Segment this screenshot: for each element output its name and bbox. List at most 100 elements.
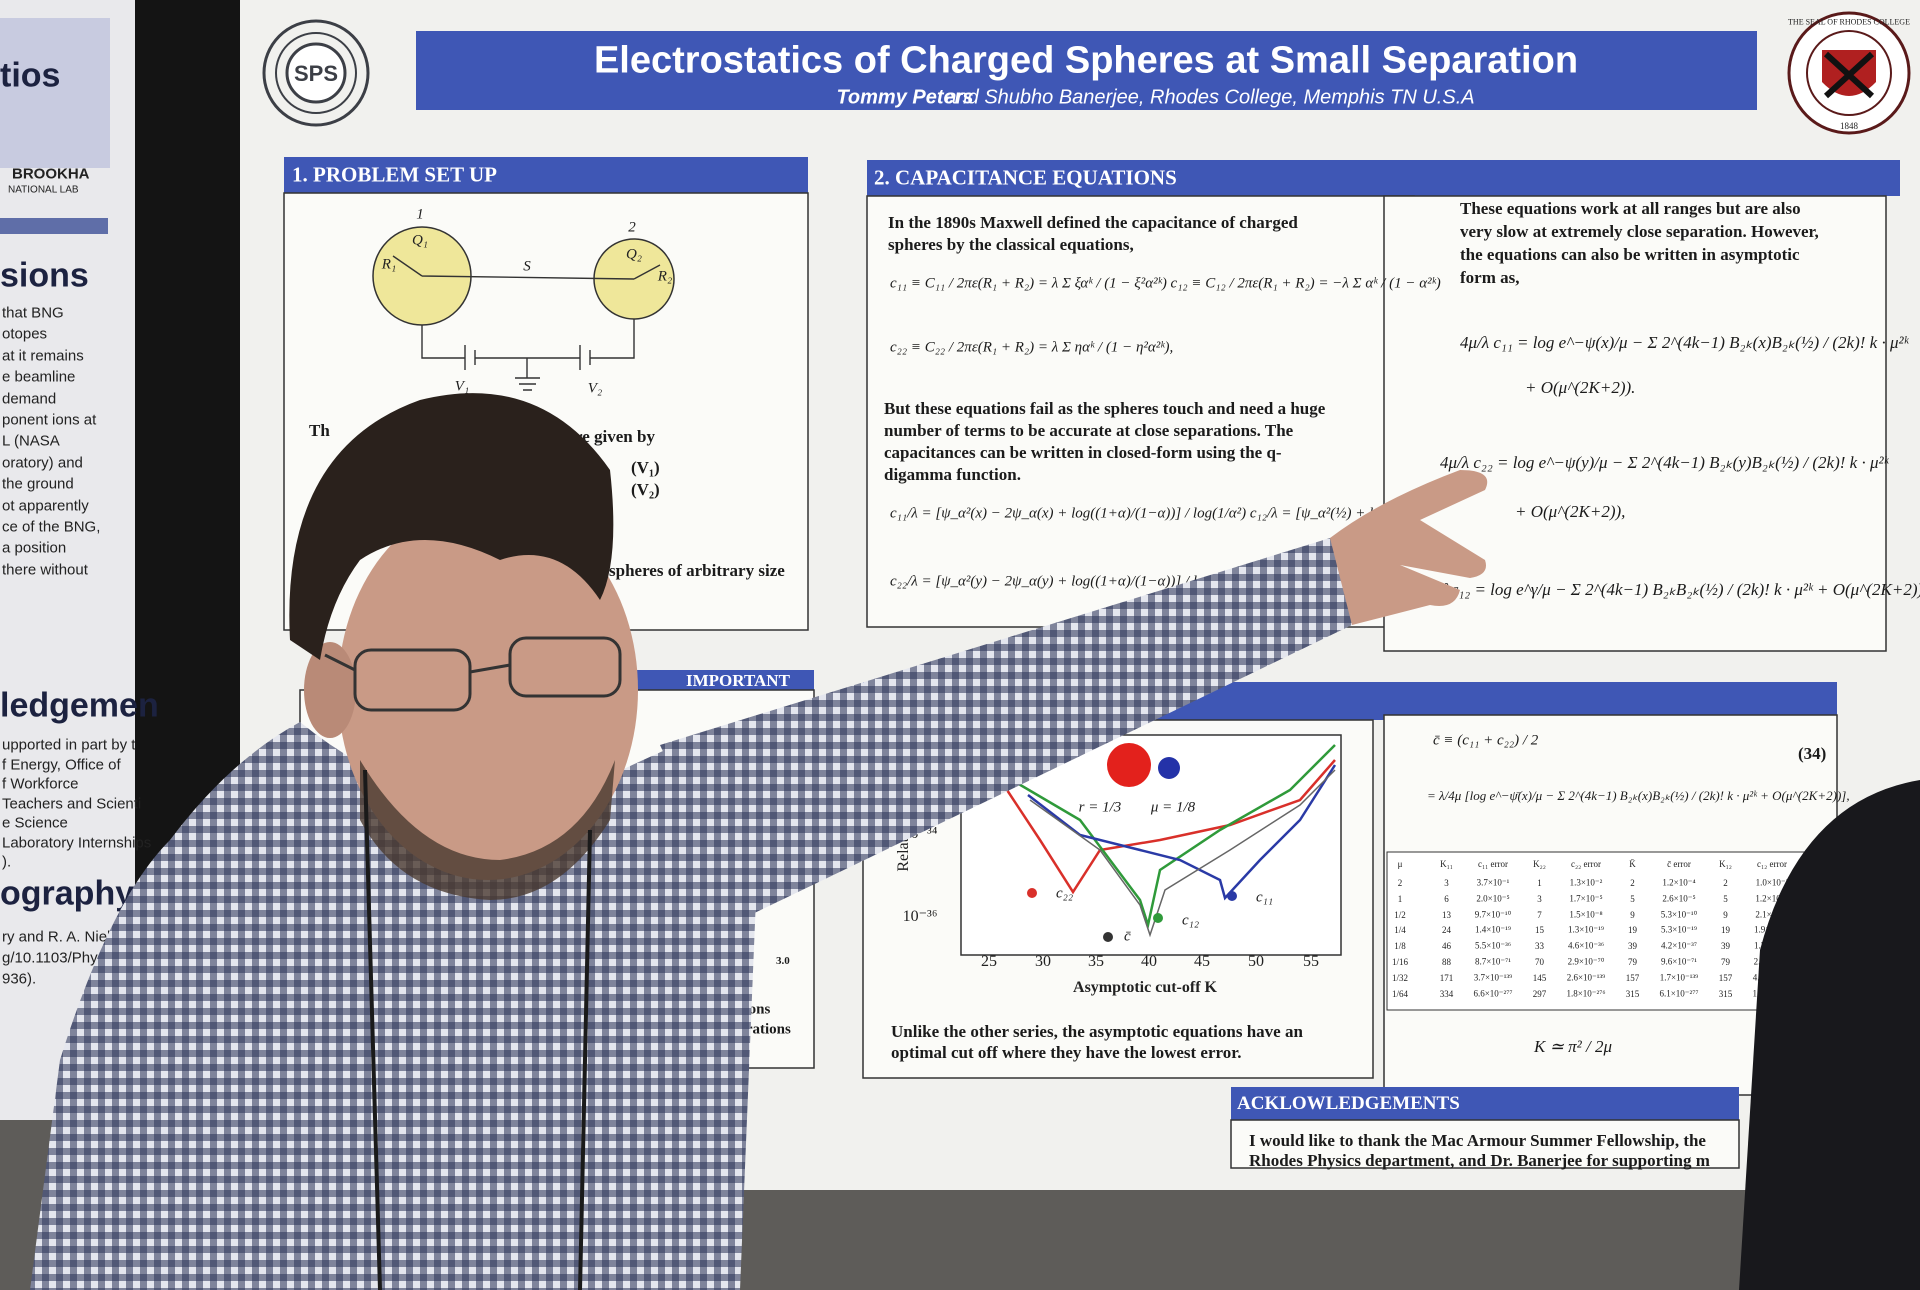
- table-cell: 1/8: [1394, 941, 1406, 952]
- equation-number: (34): [1798, 744, 1827, 763]
- parameter: r = 1/3: [1078, 799, 1122, 816]
- table-cell: 1/32: [1391, 972, 1409, 983]
- table-cell: 9.7×10⁻¹⁰: [1474, 909, 1512, 920]
- table-cell: 13: [1442, 909, 1451, 920]
- table-cell: 1.2×10⁻⁴: [1662, 877, 1696, 888]
- equation: c₂₂ ≡ C₂₂ / 2πε(R₁ + R₂) = λ Σ ηαᵏ / (1 …: [890, 339, 1174, 356]
- body-line: oratory) and: [2, 454, 83, 472]
- face: [338, 500, 638, 880]
- axis-label: Asymptotic cut-off K: [1073, 979, 1217, 996]
- table-cell: 2: [1630, 878, 1635, 888]
- caption-line: Unlike the other series, the asymptotic …: [891, 1022, 1303, 1041]
- body-line: number of terms to be accurate at close …: [884, 421, 1294, 440]
- series-label: c₁₂: [1182, 912, 1200, 929]
- diagram-label: 1: [416, 206, 424, 223]
- circuit: [392, 255, 661, 391]
- beard: [360, 760, 615, 900]
- equation: c₁₁ ≡ C₁₁ / 2πε(R₁ + R₂) = λ Σ ξαᵏ / (1 …: [890, 275, 1441, 292]
- table-header: K₁₂: [1719, 859, 1732, 869]
- hair: [289, 393, 614, 660]
- section-heading: IMPORTANT: [686, 671, 790, 690]
- table-cell: 2.0×10⁻⁵: [1476, 893, 1510, 904]
- table-cell: 3.7×10⁻¹: [1476, 877, 1510, 888]
- text-fragment: (V₁): [631, 458, 660, 477]
- diagram-label: Q₂: [625, 246, 643, 263]
- x-tick-label: 25: [981, 953, 997, 970]
- equation: 4μ/λ c₂₂ = log e^−ψ(y)/μ − Σ 2^(4k−1) B₂…: [1440, 453, 1889, 472]
- table-cell: 2.9×10⁻⁷⁰: [1567, 956, 1605, 967]
- table-cell: 33: [1535, 941, 1544, 952]
- table-cell: 46: [1442, 941, 1451, 952]
- x-tick-label: 35: [1088, 953, 1104, 970]
- table-cell: 8.7×10⁻⁷¹: [1475, 956, 1511, 967]
- table-cell: 1.0×10⁻²: [1755, 877, 1789, 888]
- body-line: Teachers and Scienti: [2, 795, 142, 812]
- table-cell: 5: [1630, 893, 1635, 904]
- section-box: [1230, 1119, 1740, 1169]
- glasses: [353, 648, 472, 712]
- table-cell: 4.2×10⁻³⁷: [1661, 940, 1697, 951]
- table-cell: 2: [1397, 878, 1403, 888]
- table-cell: 5.3×10⁻¹⁰: [1660, 909, 1698, 920]
- shirt-sleeve: [660, 538, 1353, 920]
- body-line: 936).: [2, 970, 37, 988]
- table-cell: 1/16: [1391, 957, 1409, 967]
- body-line: a position: [2, 539, 67, 557]
- plot-curve: [1029, 769, 1336, 938]
- body-line: I would like to thank the Mac Armour Sum…: [1249, 1131, 1706, 1150]
- table-cell: 1.2×10⁻⁴: [1755, 893, 1789, 904]
- table-header: c₁₂ error: [1756, 859, 1788, 869]
- body-line: ce of the BNG,: [2, 518, 101, 536]
- table-cell: 334: [1439, 988, 1454, 999]
- authors: and Shubho Banerjee, Rhodes College, Mem…: [945, 86, 1475, 109]
- glasses-bridge: [324, 653, 511, 674]
- seal-year: 1848: [1840, 121, 1858, 131]
- body-line: In the 1890s Maxwell defined the capacit…: [888, 213, 1298, 232]
- table-cell: 145: [1532, 972, 1547, 983]
- body-line: ponent ions at: [2, 411, 97, 429]
- x-tick-label: 30: [1035, 953, 1051, 970]
- diagram-label: Q₁: [411, 232, 429, 249]
- heading: ledgemen: [0, 686, 159, 725]
- body-line: the ground: [2, 475, 74, 493]
- diagram-label: S: [523, 258, 531, 275]
- table-cell: 1.8×10⁻²⁷⁶: [1566, 988, 1606, 999]
- y-tick-label: 10⁻³⁶: [902, 908, 938, 925]
- college-seal-ring: [1806, 30, 1892, 116]
- section-heading: 2. CAPACITANCE EQUATIONS: [874, 165, 1177, 190]
- table-cell: 3: [1444, 878, 1449, 888]
- section-heading: 1. PROBLEM SET UP: [292, 162, 497, 187]
- table-cell: 70: [1535, 957, 1544, 967]
- heading: ography: [0, 874, 135, 913]
- bystander: [1739, 780, 1920, 1290]
- table-cell: 3.7×10⁻¹³⁹: [1473, 972, 1513, 983]
- diagram-label: V₂: [587, 380, 603, 397]
- table-cell: 39: [1721, 941, 1730, 952]
- body-line: demand: [2, 390, 57, 408]
- equation: + O(μ^(2K+2)),: [1515, 502, 1626, 521]
- legend-dot: [1153, 913, 1163, 923]
- table-cell: 3: [1537, 893, 1542, 904]
- author: Tommy Peters: [836, 86, 974, 109]
- body-line: there without: [2, 561, 88, 579]
- series-label: c₂₂: [1056, 885, 1074, 902]
- body-line: ot apparently: [2, 497, 89, 515]
- plot-area: [960, 734, 1342, 956]
- section-box: [1383, 195, 1887, 652]
- text-fragment: Th: [309, 421, 330, 440]
- error-table: [1386, 851, 1811, 1011]
- left-poster-band: [0, 18, 110, 168]
- table-cell: 6.6×10⁻²⁷⁷: [1473, 988, 1513, 999]
- table-cell: 297: [1532, 988, 1547, 999]
- table-header: K̄: [1629, 859, 1636, 869]
- series-label: c₁₁: [1256, 889, 1274, 906]
- series-label: c̄: [1124, 928, 1131, 945]
- table-cell: 1.7×10⁻⁵: [1569, 893, 1603, 904]
- table-cell: 1: [1537, 878, 1542, 888]
- table-cell: 15: [1535, 925, 1544, 936]
- table-cell: 6: [1444, 893, 1449, 904]
- seal-text: THE SEAL OF RHODES COLLEGE: [1788, 17, 1910, 27]
- section-header: [284, 157, 808, 193]
